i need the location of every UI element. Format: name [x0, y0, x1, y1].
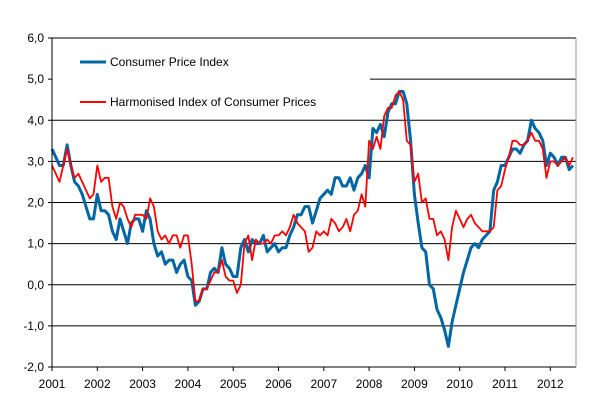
y-tick-label: 6,0	[27, 31, 44, 45]
legend-label-hicp: Harmonised Index of Consumer Prices	[110, 95, 316, 109]
series-lines	[50, 90, 575, 348]
y-tick-label: 4,0	[27, 113, 44, 127]
series-line-cpi	[50, 90, 575, 348]
axes: -2,0 -1,0 0,0 1,0 2,0 3,0 4,0 5,0 6,0 2001 2002 200…	[23, 31, 577, 391]
series-line-hicp	[51, 90, 574, 303]
legend-label-cpi: Consumer Price Index	[110, 55, 229, 69]
y-tick-label: 5,0	[27, 72, 44, 86]
y-tick-label: -1,0	[23, 319, 44, 333]
x-tick-label: 2002	[84, 377, 111, 391]
y-tick-label: 2,0	[27, 196, 44, 210]
y-tick-label: 0,0	[27, 278, 44, 292]
x-tick-label: 2005	[220, 377, 247, 391]
y-tick-label: 3,0	[27, 154, 44, 168]
x-tick-label: 2004	[175, 377, 202, 391]
x-tick-label: 2010	[446, 377, 473, 391]
x-tick-label: 2006	[265, 377, 292, 391]
x-tick-label: 2007	[310, 377, 337, 391]
x-tick-label: 2003	[129, 377, 156, 391]
x-tick-label: 2011	[492, 377, 518, 391]
x-tick-label: 2012	[537, 377, 564, 391]
y-tick-label: 1,0	[27, 237, 44, 251]
legend: Consumer Price Index Harmonised Index of…	[80, 55, 316, 109]
x-tick-label: 2001	[39, 377, 66, 391]
x-tick-label: 2009	[401, 377, 428, 391]
x-tick-label: 2008	[356, 377, 383, 391]
y-tick-label: -2,0	[23, 360, 44, 374]
